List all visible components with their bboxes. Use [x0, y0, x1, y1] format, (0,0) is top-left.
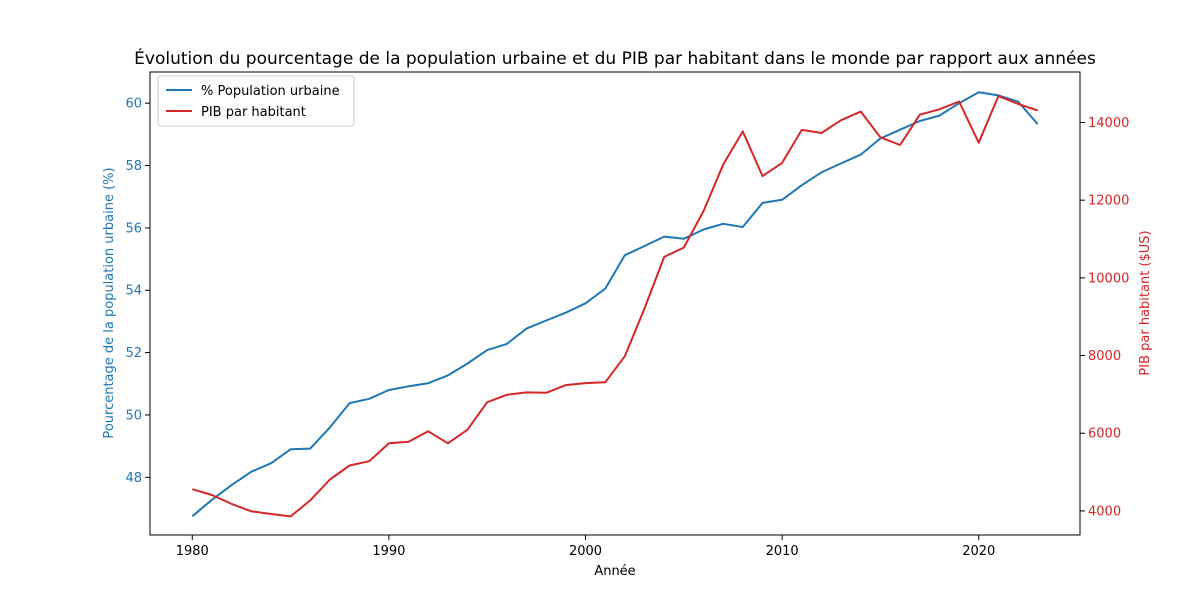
y-right-tick-label: 14000: [1088, 116, 1129, 131]
legend: % Population urbaine PIB par habitant: [157, 75, 355, 127]
y-axis-right-label: PIB par habitant ($US): [1138, 230, 1153, 375]
x-tick-label: 2010: [766, 544, 799, 559]
y-left-tick-label: 60: [125, 97, 142, 112]
x-tick-label: 1980: [176, 544, 209, 559]
plot-frame: [149, 71, 1081, 536]
y-left-tick-label: 58: [125, 159, 142, 174]
legend-box: [157, 75, 355, 127]
y-left-tick-label: 52: [125, 346, 142, 361]
y-right-tick-label: 10000: [1088, 271, 1129, 286]
y-right-tick-label: 12000: [1088, 194, 1129, 209]
chart-title: Évolution du pourcentage de la populatio…: [134, 47, 1096, 69]
y-right-tick-label: 8000: [1088, 349, 1121, 364]
y-left-tick-label: 48: [125, 471, 142, 486]
series-line-gdp: [192, 95, 1039, 518]
x-tick-label: 2000: [569, 544, 602, 559]
x-axis-label: Année: [594, 564, 635, 579]
series-line-urban: [191, 91, 1039, 518]
y-left-tick-label: 56: [125, 221, 142, 236]
plot-area: 1980 1990 2000 2010 2020 48 50 52 54 56 58 60 4000 60…: [125, 71, 1129, 559]
y-right-tick-label: 6000: [1088, 427, 1121, 442]
y-right-tick-label: 4000: [1088, 504, 1121, 519]
x-tick-label: 2020: [962, 544, 995, 559]
y-axis-left-label: Pourcentage de la population urbaine (%): [102, 167, 117, 438]
legend-label-gdp: PIB par habitant: [201, 105, 306, 120]
legend-label-urban: % Population urbaine: [201, 84, 340, 99]
y-left-tick-label: 54: [125, 284, 142, 299]
x-tick-label: 1990: [372, 544, 405, 559]
y-left-tick-label: 50: [125, 408, 142, 423]
